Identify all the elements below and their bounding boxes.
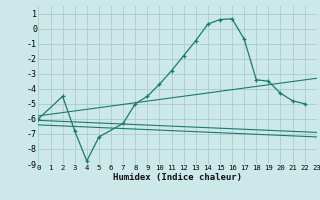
X-axis label: Humidex (Indice chaleur): Humidex (Indice chaleur)	[113, 173, 242, 182]
